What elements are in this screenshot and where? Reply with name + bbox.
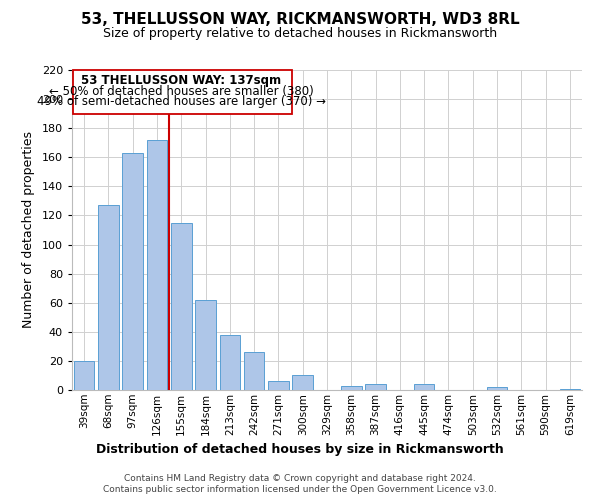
Bar (292, 376, 313, 390)
Text: Contains public sector information licensed under the Open Government Licence v3: Contains public sector information licen… (103, 485, 497, 494)
Bar (560, 388, 580, 390)
Bar (268, 382, 289, 390)
Bar (146, 140, 167, 390)
Text: Contains HM Land Registry data © Crown copyright and database right 2024.: Contains HM Land Registry data © Crown c… (124, 474, 476, 483)
Bar (195, 300, 216, 390)
Bar (122, 153, 143, 390)
Bar (487, 387, 508, 390)
Bar (341, 386, 362, 390)
FancyBboxPatch shape (73, 70, 292, 114)
Bar (414, 384, 434, 390)
Text: Distribution of detached houses by size in Rickmansworth: Distribution of detached houses by size … (96, 442, 504, 456)
Bar (244, 352, 265, 390)
Bar (365, 384, 386, 390)
Text: 49% of semi-detached houses are larger (370) →: 49% of semi-detached houses are larger (… (37, 94, 326, 108)
Text: ← 50% of detached houses are smaller (380): ← 50% of detached houses are smaller (38… (49, 84, 314, 98)
Text: 53, THELLUSSON WAY, RICKMANSWORTH, WD3 8RL: 53, THELLUSSON WAY, RICKMANSWORTH, WD3 8… (80, 12, 520, 28)
Bar (74, 361, 94, 390)
Text: Size of property relative to detached houses in Rickmansworth: Size of property relative to detached ho… (103, 28, 497, 40)
Bar (98, 206, 119, 390)
Bar (220, 334, 240, 390)
Y-axis label: Number of detached properties: Number of detached properties (22, 132, 35, 328)
Text: 53 THELLUSSON WAY: 137sqm: 53 THELLUSSON WAY: 137sqm (81, 74, 281, 88)
Bar (171, 222, 191, 390)
